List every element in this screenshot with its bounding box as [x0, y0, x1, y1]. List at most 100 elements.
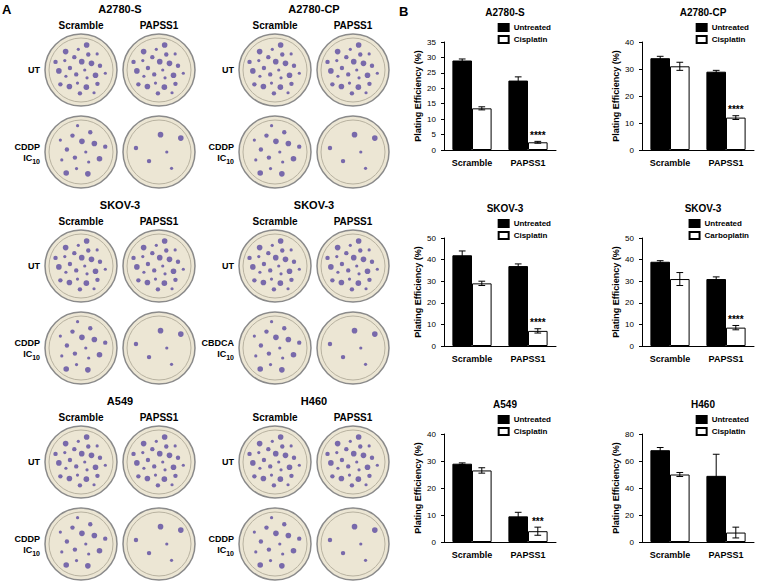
svg-text:PAPSS1: PAPSS1	[140, 20, 179, 31]
svg-text:PAPSS1: PAPSS1	[709, 354, 744, 364]
svg-text:25: 25	[427, 68, 436, 77]
svg-text:30: 30	[427, 457, 436, 466]
svg-text:SKOV-3: SKOV-3	[487, 203, 524, 214]
svg-text:50: 50	[625, 234, 634, 243]
svg-text:Untreated: Untreated	[712, 23, 749, 32]
svg-text:IC10: IC10	[217, 349, 234, 361]
svg-text:40: 40	[427, 255, 436, 264]
svg-text:10: 10	[427, 320, 436, 329]
svg-text:Scramble: Scramble	[58, 216, 103, 227]
svg-text:PAPSS1: PAPSS1	[709, 550, 744, 560]
svg-text:****: ****	[728, 314, 744, 325]
svg-text:20: 20	[625, 298, 634, 307]
svg-text:UT: UT	[28, 457, 40, 467]
svg-text:CBDCA: CBDCA	[202, 338, 235, 348]
svg-text:A2780-CP: A2780-CP	[288, 3, 339, 15]
svg-text:0: 0	[630, 538, 635, 547]
svg-text:SKOV-3: SKOV-3	[685, 203, 722, 214]
svg-text:Scramble: Scramble	[650, 550, 691, 560]
svg-text:Cisplatin: Cisplatin	[514, 231, 548, 240]
svg-text:40: 40	[625, 255, 634, 264]
svg-text:Plating Efficiency (%): Plating Efficiency (%)	[611, 246, 621, 338]
svg-text:Untreated: Untreated	[514, 219, 551, 228]
svg-text:Cisplatin: Cisplatin	[712, 35, 746, 44]
svg-text:Scramble: Scramble	[650, 158, 691, 168]
svg-text:30: 30	[427, 277, 436, 286]
svg-text:40: 40	[625, 38, 634, 47]
svg-text:H460: H460	[301, 395, 327, 407]
svg-text:UT: UT	[222, 65, 234, 75]
svg-text:IC10: IC10	[217, 545, 234, 557]
svg-text:IC10: IC10	[217, 153, 234, 165]
svg-text:Untreated: Untreated	[712, 415, 749, 424]
svg-text:PAPSS1: PAPSS1	[140, 412, 179, 423]
svg-text:IC10: IC10	[23, 545, 40, 557]
svg-text:10: 10	[427, 115, 436, 124]
svg-text:A2780-CP: A2780-CP	[680, 7, 727, 18]
svg-text:***: ***	[532, 516, 544, 527]
svg-text:20: 20	[427, 84, 436, 93]
svg-text:Untreated: Untreated	[514, 23, 551, 32]
svg-text:10: 10	[625, 320, 634, 329]
svg-text:A549: A549	[107, 395, 133, 407]
svg-text:5: 5	[432, 130, 437, 139]
svg-text:PAPSS1: PAPSS1	[334, 20, 373, 31]
svg-text:Plating Efficiency (%): Plating Efficiency (%)	[611, 50, 621, 142]
svg-text:Scramble: Scramble	[252, 412, 297, 423]
svg-text:Untreated: Untreated	[514, 415, 551, 424]
svg-text:0: 0	[630, 342, 635, 351]
svg-text:Scramble: Scramble	[58, 412, 103, 423]
svg-text:20: 20	[625, 92, 634, 101]
svg-text:PAPSS1: PAPSS1	[140, 216, 179, 227]
svg-text:Scramble: Scramble	[252, 20, 297, 31]
svg-text:Scramble: Scramble	[650, 354, 691, 364]
svg-text:Untreated: Untreated	[705, 219, 742, 228]
svg-text:PAPSS1: PAPSS1	[511, 550, 546, 560]
svg-text:0: 0	[432, 146, 437, 155]
svg-text:Scramble: Scramble	[452, 158, 493, 168]
svg-text:20: 20	[625, 511, 634, 520]
svg-text:CDDP: CDDP	[208, 534, 234, 544]
svg-text:Scramble: Scramble	[58, 20, 103, 31]
svg-text:PAPSS1: PAPSS1	[334, 216, 373, 227]
svg-text:Cisplatin: Cisplatin	[712, 427, 746, 436]
svg-text:0: 0	[630, 146, 635, 155]
svg-text:CDDP: CDDP	[14, 338, 40, 348]
svg-text:35: 35	[427, 38, 436, 47]
svg-text:PAPSS1: PAPSS1	[334, 412, 373, 423]
svg-text:UT: UT	[222, 457, 234, 467]
svg-text:A: A	[2, 2, 12, 17]
svg-text:A549: A549	[493, 399, 517, 410]
svg-text:IC10: IC10	[23, 349, 40, 361]
svg-text:Plating Efficiency (%): Plating Efficiency (%)	[413, 246, 423, 338]
svg-text:40: 40	[625, 484, 634, 493]
svg-text:****: ****	[530, 130, 546, 141]
svg-text:****: ****	[530, 317, 546, 328]
svg-text:30: 30	[625, 277, 634, 286]
svg-text:30: 30	[427, 53, 436, 62]
svg-text:Cisplatin: Cisplatin	[514, 427, 548, 436]
svg-text:UT: UT	[222, 261, 234, 271]
svg-text:Scramble: Scramble	[452, 550, 493, 560]
svg-text:50: 50	[427, 234, 436, 243]
svg-text:Plating Efficiency (%): Plating Efficiency (%)	[611, 442, 621, 534]
svg-text:IC10: IC10	[23, 153, 40, 165]
svg-text:0: 0	[432, 342, 437, 351]
svg-text:CDDP: CDDP	[208, 142, 234, 152]
svg-text:Scramble: Scramble	[252, 216, 297, 227]
svg-text:PAPSS1: PAPSS1	[709, 158, 744, 168]
svg-text:Cisplatin: Cisplatin	[514, 35, 548, 44]
svg-text:B: B	[399, 4, 408, 19]
svg-text:10: 10	[625, 119, 634, 128]
svg-text:****: ****	[728, 104, 744, 115]
svg-text:20: 20	[427, 298, 436, 307]
svg-text:Scramble: Scramble	[452, 354, 493, 364]
svg-text:SKOV-3: SKOV-3	[100, 199, 140, 211]
svg-text:0: 0	[432, 538, 437, 547]
svg-text:10: 10	[427, 511, 436, 520]
svg-text:Carboplatin: Carboplatin	[705, 231, 750, 240]
svg-text:30: 30	[625, 65, 634, 74]
svg-text:80: 80	[625, 430, 634, 439]
svg-text:UT: UT	[28, 65, 40, 75]
svg-text:CDDP: CDDP	[14, 142, 40, 152]
